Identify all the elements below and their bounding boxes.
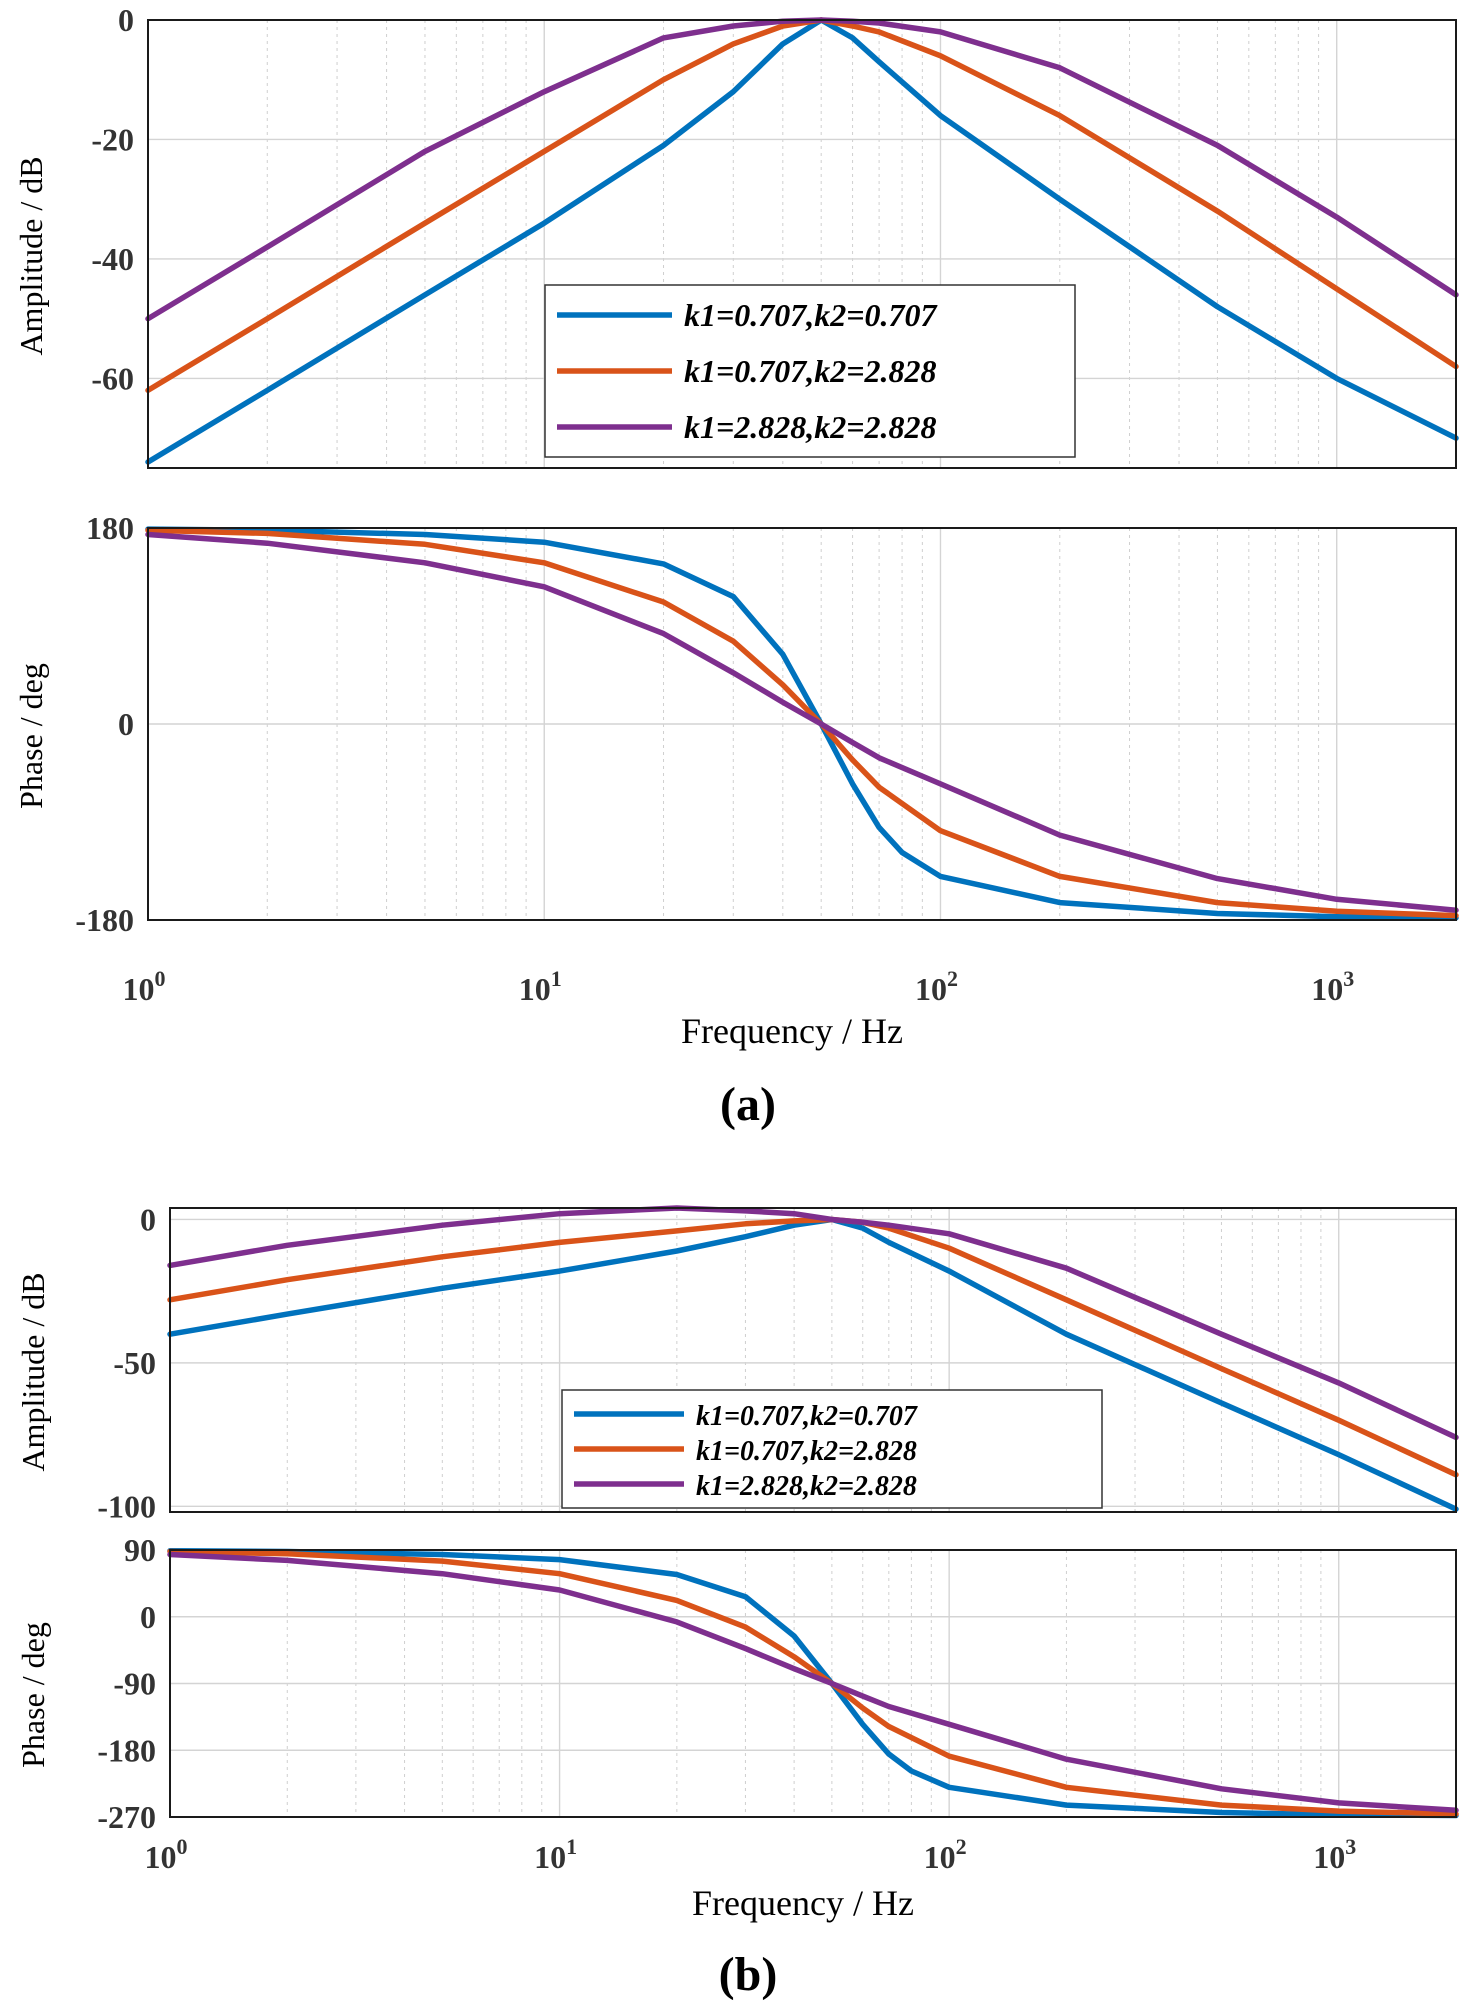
y-axis-label: Phase / deg — [13, 663, 49, 809]
subfigure-label: (b) — [719, 1948, 778, 2001]
x-tick-base: 10 — [1311, 971, 1343, 1007]
y-tick-label: -90 — [113, 1666, 156, 1702]
phase-plot: 90 0 -90 -180 -270 Phase / deg — [15, 1532, 1459, 1835]
legend-label-3: k1=2.828,k2=2.828 — [684, 409, 936, 445]
x-tick-label: 103 — [1313, 1834, 1356, 1875]
x-tick-label: 100 — [145, 1834, 188, 1875]
y-tick-label: 0 — [140, 1201, 156, 1237]
legend-label-1: k1=0.707,k2=0.707 — [696, 1401, 918, 1432]
y-tick-label: -180 — [97, 1732, 156, 1768]
y-tick-label: -60 — [91, 360, 134, 396]
subfigure-label: (a) — [720, 1078, 776, 1131]
x-tick-label: 103 — [1311, 966, 1354, 1007]
legend-label-2: k1=0.707,k2=2.828 — [696, 1436, 917, 1467]
phase-plot: 180 0 -180 Phase / deg — [13, 510, 1459, 938]
y-tick-label: 0 — [118, 2, 134, 38]
x-tick-exponent: 3 — [1345, 1834, 1356, 1859]
series-line-1 — [167, 1547, 1459, 1819]
x-tick-exponent: 3 — [1343, 966, 1354, 991]
panel-a: 0 -20 -40 -60 Amplitude / dB 180 0 -180 Phase / … — [13, 2, 1459, 1131]
x-tick-label: 101 — [519, 966, 562, 1007]
y-axis-label: Phase / deg — [15, 1622, 51, 1768]
x-tick-base: 10 — [924, 1839, 956, 1875]
y-tick-label: -270 — [97, 1799, 156, 1835]
x-tick-exponent: 2 — [947, 966, 958, 991]
x-tick-label: 102 — [915, 966, 958, 1007]
x-axis-label: Frequency / Hz — [681, 1011, 903, 1051]
y-tick-label: 0 — [140, 1599, 156, 1635]
x-tick-base: 10 — [1313, 1839, 1345, 1875]
legend: k1=0.707,k2=0.707 k1=0.707,k2=2.828 k1=2.8… — [561, 1389, 1103, 1509]
x-tick-label: 102 — [924, 1834, 967, 1875]
y-tick-label: -180 — [75, 902, 134, 938]
x-tick-exponent: 0 — [155, 966, 166, 991]
series-line-3 — [167, 1205, 1459, 1441]
x-tick-base: 10 — [915, 971, 947, 1007]
axes-frame — [169, 1549, 1457, 1818]
axes-frame — [147, 527, 1457, 921]
x-tick-base: 10 — [534, 1839, 566, 1875]
x-tick-label: 100 — [123, 966, 166, 1007]
legend-label-2: k1=0.707,k2=2.828 — [684, 353, 936, 389]
y-tick-label: -50 — [113, 1345, 156, 1381]
y-tick-label: -20 — [91, 121, 134, 157]
y-axis-label: Amplitude / dB — [15, 1272, 51, 1471]
x-tick-exponent: 1 — [551, 966, 562, 991]
panel-b: 0 -50 -100 Amplitude / dB 90 0 -90 -180 -270 Phas… — [15, 1201, 1459, 2001]
y-tick-label: 90 — [124, 1532, 156, 1568]
x-tick-base: 10 — [123, 971, 155, 1007]
x-tick-label: 101 — [534, 1834, 577, 1875]
x-tick-base: 10 — [519, 971, 551, 1007]
y-axis-label: Amplitude / dB — [13, 156, 49, 355]
series-line-3 — [145, 531, 1459, 913]
legend-label-3: k1=2.828,k2=2.828 — [696, 1471, 917, 1502]
y-tick-label: 180 — [86, 510, 134, 546]
y-tick-label: -40 — [91, 241, 134, 277]
x-tick-base: 10 — [145, 1839, 177, 1875]
series-line-1 — [145, 526, 1459, 921]
series-line-3 — [167, 1551, 1459, 1814]
x-tick-exponent: 0 — [177, 1834, 188, 1859]
y-tick-label: 0 — [118, 706, 134, 742]
legend: k1=0.707,k2=0.707 k1=0.707,k2=2.828 k1=2.8… — [544, 284, 1076, 458]
legend-label-1: k1=0.707,k2=0.707 — [684, 297, 938, 333]
x-tick-exponent: 1 — [566, 1834, 577, 1859]
grid — [169, 1549, 1457, 1818]
axes-frame — [169, 1207, 1457, 1513]
axes-frame — [147, 19, 1457, 469]
y-tick-label: -100 — [97, 1488, 156, 1524]
x-tick-exponent: 2 — [956, 1834, 967, 1859]
x-axis-label: Frequency / Hz — [692, 1883, 914, 1923]
